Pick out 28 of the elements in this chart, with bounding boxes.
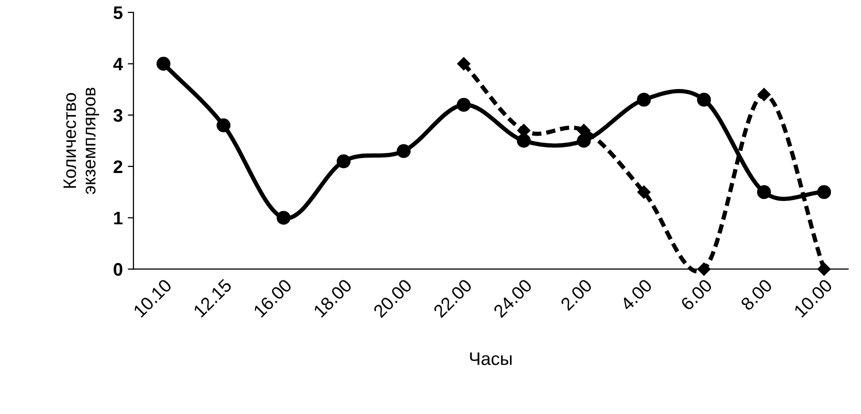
point [576, 134, 591, 148]
y-tick-label: 3 [113, 109, 122, 122]
point [456, 98, 471, 112]
y-tick-label: 4 [113, 58, 123, 70]
point [757, 185, 771, 200]
point [396, 144, 411, 158]
point [757, 88, 771, 102]
y-tick-label: 2 [114, 160, 122, 173]
x-axis-title: Часы [470, 352, 512, 366]
y-tick-label: 5 [114, 6, 123, 20]
y-tick-label: 0 [114, 263, 122, 276]
point [156, 56, 170, 71]
point [516, 134, 531, 148]
point [457, 57, 470, 70]
point [697, 262, 711, 276]
x-tick-label: 8.00 [740, 278, 773, 312]
point [216, 118, 230, 132]
y-axis-title: Количество экземпляров [63, 88, 100, 194]
point [697, 92, 711, 107]
point [817, 185, 832, 200]
point [817, 262, 831, 276]
point [336, 154, 351, 168]
point [276, 210, 291, 225]
point [636, 92, 651, 107]
x-tick-label: 6.00 [680, 278, 713, 312]
x-tick-label: 4.00 [620, 278, 653, 312]
point [637, 186, 650, 199]
y-tick-label: 1 [114, 212, 123, 224]
